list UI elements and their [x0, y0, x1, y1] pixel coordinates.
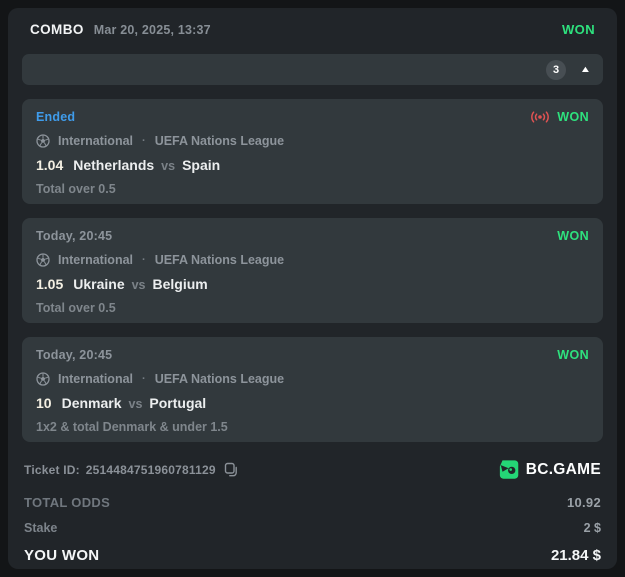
match-row: 10 Denmark vs Portugal [36, 395, 589, 411]
league-separator: · [142, 254, 146, 266]
bet-type-label: COMBO [30, 22, 84, 37]
slip-status-badge: WON [562, 22, 595, 37]
bet-result-badge: WON [557, 348, 589, 362]
soccer-ball-icon [36, 253, 50, 267]
odds-value: 10 [36, 395, 52, 411]
away-team: Portugal [149, 395, 207, 411]
odds-value: 1.04 [36, 157, 64, 173]
match-status: Today, 20:45 [36, 348, 113, 362]
market-label: 1x2 & total Denmark & under 1.5 [36, 420, 228, 434]
market-label: Total over 0.5 [36, 301, 116, 315]
ticket-id-label: Ticket ID: [24, 462, 80, 477]
league-tournament: UEFA Nations League [154, 253, 285, 267]
bet-datetime: Mar 20, 2025, 13:37 [93, 23, 211, 37]
league-category: International [58, 134, 134, 148]
you-won-value: 21.84 $ [550, 547, 601, 564]
selections-count-badge: 3 [546, 59, 567, 80]
league-tournament: UEFA Nations League [154, 134, 285, 148]
vs-label: vs [131, 278, 146, 292]
bet-result-badge: WON [557, 229, 589, 243]
vs-label: vs [128, 397, 143, 411]
away-team: Spain [182, 157, 221, 173]
live-broadcast-icon [531, 111, 550, 123]
soccer-ball-icon [36, 372, 50, 386]
bet-card: Today, 20:45 WON International · [22, 218, 603, 323]
bet-status-row: Today, 20:45 WON [36, 348, 589, 362]
bet-status-row: Ended WON [36, 110, 589, 124]
bet-result-badge: WON [557, 110, 589, 124]
match-row: 1.04 Netherlands vs Spain [36, 157, 589, 173]
ticket-id-value: 2514484751960781129 [85, 462, 216, 477]
league-row: International · UEFA Nations League [36, 372, 589, 386]
selections-collapse-bar[interactable]: 3 ▲ [22, 54, 603, 85]
bcgame-logo-icon [499, 460, 518, 479]
you-won-label: YOU WON [24, 547, 100, 564]
brand-name: BC.GAME [525, 460, 601, 478]
league-row: International · UEFA Nations League [36, 134, 589, 148]
stake-label: Stake [24, 521, 58, 535]
slip-header: COMBO Mar 20, 2025, 13:37 WON [22, 20, 603, 46]
soccer-ball-icon [36, 134, 50, 148]
total-odds-row: TOTAL ODDS 10.92 [22, 495, 603, 510]
chevron-up-icon[interactable]: ▲ [579, 64, 592, 74]
market-label: Total over 0.5 [36, 182, 116, 196]
home-team: Ukraine [73, 276, 125, 292]
total-odds-label: TOTAL ODDS [24, 495, 111, 510]
odds-value: 1.05 [36, 276, 64, 292]
home-team: Denmark [61, 395, 122, 411]
match-row: 1.05 Ukraine vs Belgium [36, 276, 589, 292]
away-team: Belgium [152, 276, 208, 292]
bet-status-row: Today, 20:45 WON [36, 229, 589, 243]
match-status: Today, 20:45 [36, 229, 113, 243]
total-odds-value: 10.92 [566, 495, 601, 510]
brand-logo: BC.GAME [499, 459, 601, 480]
home-team: Netherlands [73, 157, 155, 173]
league-category: International [58, 372, 134, 386]
league-category: International [58, 253, 134, 267]
match-status: Ended [36, 110, 76, 124]
copy-ticket-id-button[interactable] [224, 462, 238, 477]
ticket-row: Ticket ID: 2514484751960781129 BC.GAME [22, 459, 603, 480]
vs-label: vs [161, 159, 176, 173]
league-separator: · [142, 135, 146, 147]
bet-slip-panel: COMBO Mar 20, 2025, 13:37 WON 3 ▲ Ended [8, 8, 617, 569]
stake-value: 2 $ [583, 521, 601, 535]
stake-row: Stake 2 $ [22, 521, 603, 535]
league-row: International · UEFA Nations League [36, 253, 589, 267]
league-tournament: UEFA Nations League [154, 372, 285, 386]
copy-icon [224, 462, 237, 477]
you-won-row: YOU WON 21.84 $ [22, 547, 603, 564]
bet-card: Today, 20:45 WON International · [22, 337, 603, 442]
league-separator: · [142, 373, 146, 385]
bet-card: Ended WON [22, 99, 603, 204]
